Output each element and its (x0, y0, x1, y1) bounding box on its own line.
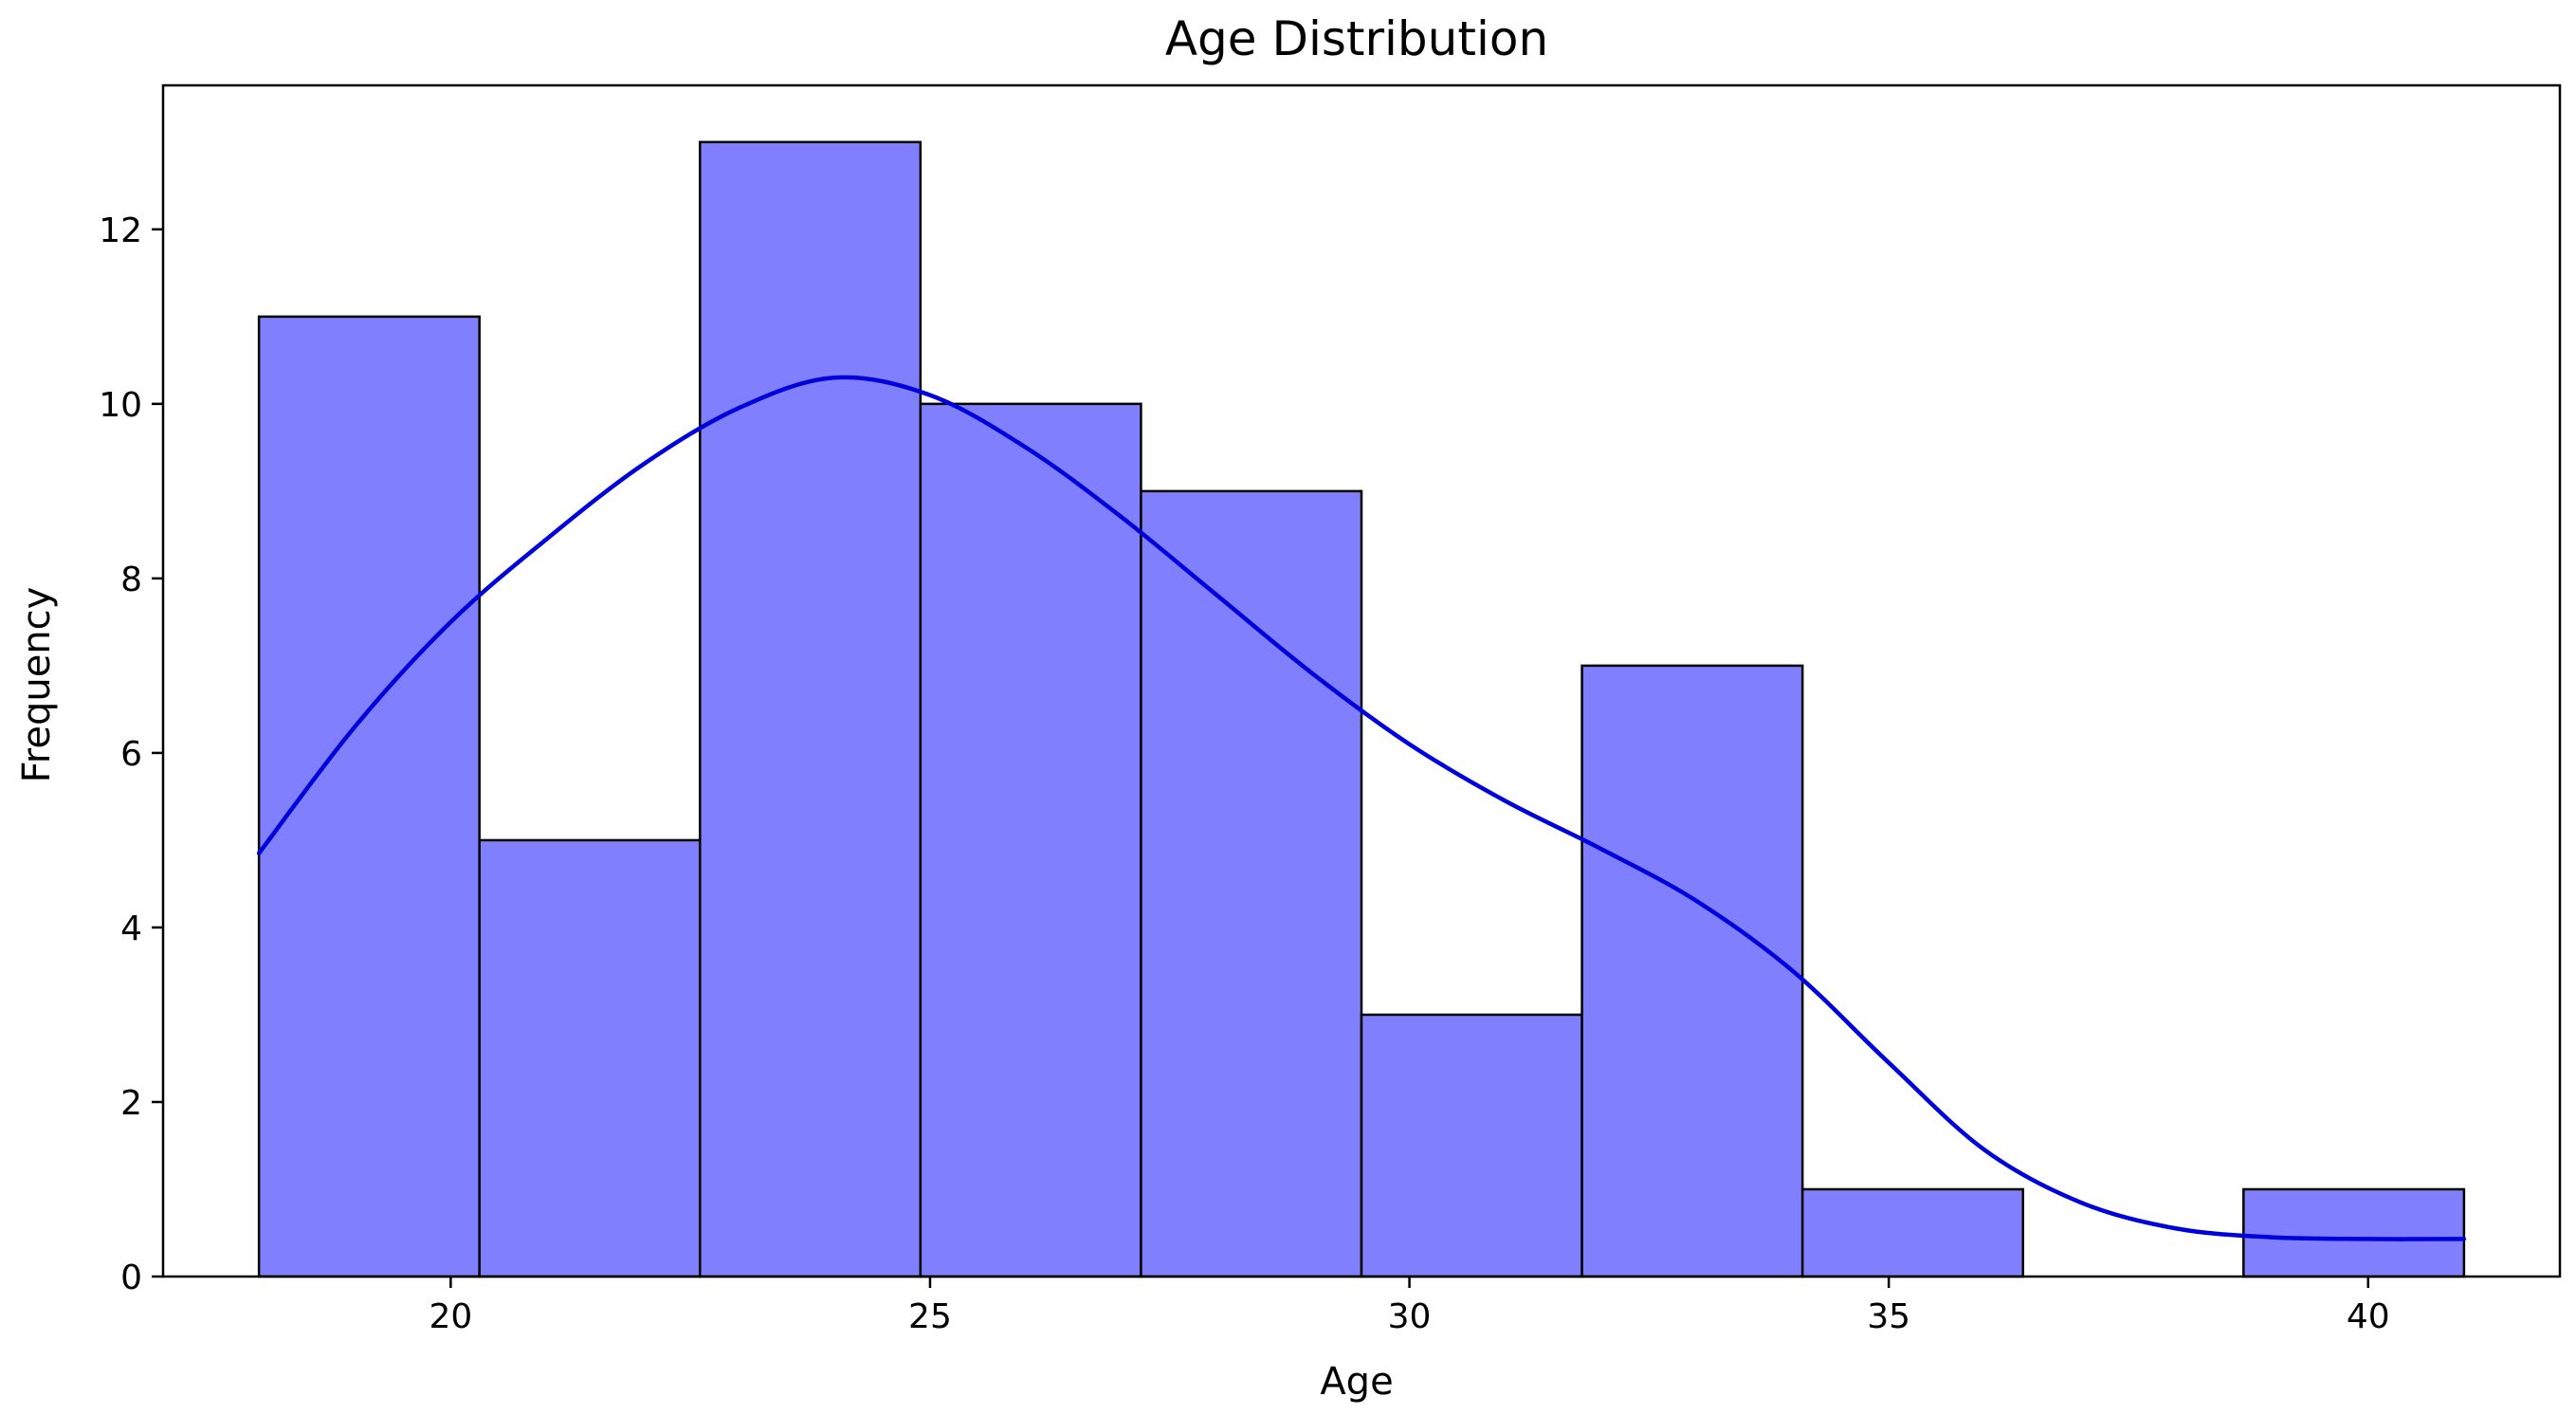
y-tick-label-2: 4 (120, 910, 142, 948)
y-tick-label-3: 6 (120, 735, 142, 774)
histogram-bar-4 (1140, 489, 1363, 1278)
kde-layer (256, 375, 2467, 1241)
y-tick-label-5: 10 (99, 386, 142, 425)
y-tick-label-4: 8 (120, 560, 142, 599)
plot-frame (161, 83, 2562, 1278)
bars-layer (257, 140, 2466, 1278)
histogram-bar-0 (257, 315, 481, 1278)
histogram-bar-5 (1360, 1013, 1583, 1278)
x-tick-label-0: 20 (429, 1297, 472, 1336)
y-tick-label-0: 0 (120, 1259, 142, 1297)
x-tick-label-1: 25 (908, 1297, 952, 1336)
histogram-bar-3 (919, 402, 1142, 1278)
histogram-bar-7 (1800, 1187, 2024, 1278)
x-tick-label-4: 40 (2347, 1297, 2390, 1336)
y-tick-label-6: 12 (99, 211, 142, 250)
histogram-bar-6 (1580, 664, 1804, 1278)
histogram-bar-9 (2242, 1187, 2466, 1278)
x-axis-label: Age (1320, 1360, 1393, 1404)
kde-line (256, 375, 2467, 1241)
x-axis-ticks: 20 25 30 35 40 (429, 1277, 2390, 1336)
histogram-bar-1 (478, 838, 702, 1278)
y-axis-label: Frequency (15, 587, 59, 783)
y-axis-ticks: 0 2 4 6 8 10 12 (99, 211, 163, 1297)
y-tick-label-1: 2 (120, 1084, 142, 1123)
histogram-bar-2 (699, 140, 923, 1278)
x-tick-label-2: 30 (1388, 1297, 1432, 1336)
chart-title: Age Distribution (1165, 11, 1548, 66)
x-tick-label-3: 35 (1867, 1297, 1910, 1336)
